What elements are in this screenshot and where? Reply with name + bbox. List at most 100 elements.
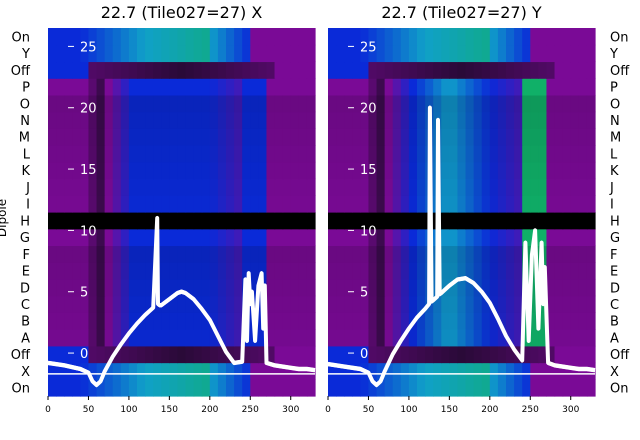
heatmap-cell xyxy=(177,195,187,213)
heatmap-cell xyxy=(209,195,219,213)
heatmap-cell xyxy=(562,195,572,213)
heatmap-cell xyxy=(489,295,499,313)
heatmap-cell xyxy=(489,128,499,146)
heatmap-cell xyxy=(306,145,316,163)
heatmap-cell xyxy=(128,379,138,397)
heatmap-cell xyxy=(298,262,308,280)
heatmap-cell xyxy=(64,161,73,180)
heatmap-cell xyxy=(457,44,467,63)
heatmap-cell xyxy=(72,61,81,79)
row-label-left: X xyxy=(21,365,30,380)
heatmap-cell xyxy=(177,61,187,79)
heatmap-cell xyxy=(465,128,475,146)
heatmap-cell xyxy=(392,295,402,313)
heatmap-cell xyxy=(234,195,243,213)
heatmap-cell xyxy=(96,128,106,146)
heatmap-cell xyxy=(546,195,556,213)
heatmap-cell xyxy=(457,278,467,297)
heatmap-cell xyxy=(88,78,98,96)
heatmap-cell xyxy=(137,178,146,196)
heatmap-cell xyxy=(242,44,251,63)
row-label-right: I xyxy=(610,198,614,213)
heatmap-cell xyxy=(88,278,98,297)
heatmap-cell xyxy=(328,78,337,96)
heatmap-cell xyxy=(290,78,300,96)
heatmap-cell xyxy=(465,178,475,196)
heatmap-cell xyxy=(384,379,394,397)
heatmap-cell xyxy=(88,228,98,247)
heatmap-cell xyxy=(538,228,548,247)
heatmap-cell xyxy=(328,128,337,146)
heatmap-cell xyxy=(506,78,515,96)
heatmap-cell xyxy=(217,345,227,364)
heatmap-cell xyxy=(433,44,442,63)
heatmap-cell xyxy=(368,78,378,96)
heatmap-cell xyxy=(177,178,187,196)
heatmap-cell xyxy=(497,78,507,96)
heatmap-cell xyxy=(360,111,370,129)
heatmap-cell xyxy=(137,262,146,280)
heatmap-cell xyxy=(376,44,386,63)
heatmap-cell xyxy=(145,295,154,313)
heatmap-cell xyxy=(465,245,475,263)
heatmap-cell xyxy=(384,312,394,330)
heatmap-cell xyxy=(112,195,122,213)
heatmap-cell xyxy=(392,128,402,146)
heatmap-cell xyxy=(384,345,394,364)
heatmap-cell xyxy=(169,161,179,180)
heatmap-cell xyxy=(417,329,426,347)
heatmap-cell xyxy=(417,245,426,263)
heatmap-cell xyxy=(530,28,539,46)
heatmap-cell xyxy=(169,228,179,247)
heatmap-cell xyxy=(562,379,572,397)
heatmap-cell xyxy=(336,345,345,364)
heatmap-cell xyxy=(104,212,114,230)
heatmap-cell xyxy=(298,312,308,330)
x-tick-label: 250 xyxy=(522,405,539,415)
heatmap-cell xyxy=(530,295,539,313)
heatmap-cell xyxy=(120,61,130,79)
heatmap-cell xyxy=(128,94,138,113)
heatmap-cell xyxy=(234,245,243,263)
heatmap-cell xyxy=(344,362,353,380)
heatmap-cell xyxy=(282,295,292,313)
heatmap-cell xyxy=(336,128,345,146)
heatmap-cell xyxy=(250,44,259,63)
row-label-left: F xyxy=(23,248,30,263)
heatmap-cell xyxy=(538,178,548,196)
heatmap-cell xyxy=(209,94,219,113)
heatmap-cell xyxy=(128,212,138,230)
heatmap-cell xyxy=(546,78,556,96)
heatmap-cell xyxy=(226,262,235,280)
heatmap-cell xyxy=(185,228,195,247)
heatmap-cell xyxy=(514,61,523,79)
heatmap-cell xyxy=(441,295,450,313)
heatmap-cell xyxy=(128,44,138,63)
heatmap-cell xyxy=(497,94,507,113)
heatmap-cell xyxy=(242,128,251,146)
heatmap-cell xyxy=(306,195,316,213)
heatmap-cell xyxy=(417,78,426,96)
heatmap-cell xyxy=(344,78,353,96)
heatmap-cell xyxy=(489,345,499,364)
heatmap-cell xyxy=(153,329,162,347)
heatmap-cell xyxy=(137,379,146,397)
heatmap-cell xyxy=(80,212,90,230)
heatmap-cell xyxy=(72,178,81,196)
heatmap-cell xyxy=(274,195,284,213)
heatmap-cell xyxy=(489,278,499,297)
heatmap-cell xyxy=(336,178,345,196)
row-label-left: On xyxy=(12,382,30,397)
heatmap-cell xyxy=(481,94,491,113)
heatmap-cell xyxy=(128,262,138,280)
heatmap-cell xyxy=(530,312,539,330)
heatmap-cell xyxy=(562,161,572,180)
heatmap-cell xyxy=(530,178,539,196)
heatmap-cell xyxy=(96,379,106,397)
heatmap-cell xyxy=(392,61,402,79)
heatmap-cell xyxy=(344,262,353,280)
heatmap-cell xyxy=(457,362,467,380)
heatmap-cell xyxy=(145,195,154,213)
heatmap-cell xyxy=(209,295,219,313)
heatmap-cell xyxy=(497,345,507,364)
